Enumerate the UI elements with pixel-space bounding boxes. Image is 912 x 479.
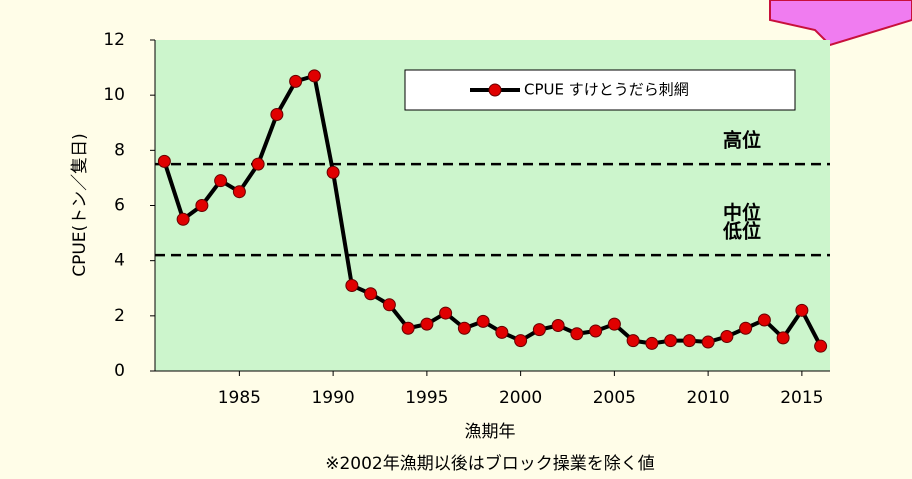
x-axis-label: 漁期年 — [465, 422, 516, 442]
data-point — [307, 69, 321, 83]
y-tick-label: 4 — [114, 251, 125, 271]
data-point — [232, 185, 246, 199]
data-point — [326, 165, 340, 179]
data-point — [382, 298, 396, 312]
data-point — [814, 339, 828, 353]
data-point — [439, 306, 453, 320]
x-tick-label: 1990 — [311, 388, 354, 408]
x-tick-label: 2010 — [686, 388, 729, 408]
data-point — [345, 278, 359, 292]
data-point — [364, 287, 378, 301]
x-tick-label: 2015 — [780, 388, 823, 408]
legend-label: CPUE すけとうだら刺網 — [524, 81, 689, 99]
data-point — [195, 199, 209, 212]
data-point — [701, 335, 715, 349]
data-point — [757, 313, 771, 327]
data-point — [476, 314, 490, 328]
data-point — [495, 325, 509, 339]
data-point — [682, 334, 696, 348]
data-point — [420, 317, 434, 331]
data-point — [214, 174, 228, 188]
zone-label: 低位 — [722, 220, 761, 243]
y-axis-label: CPUE(トン／隻日) — [70, 133, 90, 277]
data-point — [270, 107, 284, 121]
data-point — [720, 330, 734, 344]
y-tick-label: 10 — [103, 85, 125, 105]
data-point — [251, 157, 265, 171]
zone-label: 高位 — [723, 129, 761, 152]
data-point — [607, 317, 621, 331]
y-tick-label: 6 — [114, 196, 125, 216]
x-tick-label: 2005 — [593, 388, 636, 408]
data-point — [457, 321, 471, 335]
data-point — [739, 321, 753, 335]
data-point — [176, 212, 190, 226]
data-point — [776, 331, 790, 345]
y-tick-label: 12 — [103, 30, 125, 50]
data-point — [157, 154, 171, 168]
x-tick-label: 1995 — [405, 388, 448, 408]
data-point — [570, 327, 584, 341]
x-tick-label: 1985 — [218, 388, 261, 408]
data-point — [532, 323, 546, 337]
data-point — [626, 334, 640, 348]
zone-label: 中位 — [723, 201, 761, 224]
data-point — [401, 321, 415, 335]
data-point — [645, 336, 659, 350]
data-point — [514, 334, 528, 348]
note: ※2002年漁期以後はブロック操業を除く値 — [325, 453, 655, 474]
legend-marker — [488, 83, 502, 97]
y-tick-label: 0 — [114, 361, 125, 381]
data-point — [664, 334, 678, 348]
y-tick-label: 2 — [114, 306, 125, 326]
data-point — [289, 74, 303, 88]
data-point — [551, 318, 565, 332]
data-point — [589, 324, 603, 338]
data-point — [795, 303, 809, 317]
y-tick-label: 8 — [114, 140, 125, 160]
x-tick-label: 2000 — [499, 388, 542, 408]
